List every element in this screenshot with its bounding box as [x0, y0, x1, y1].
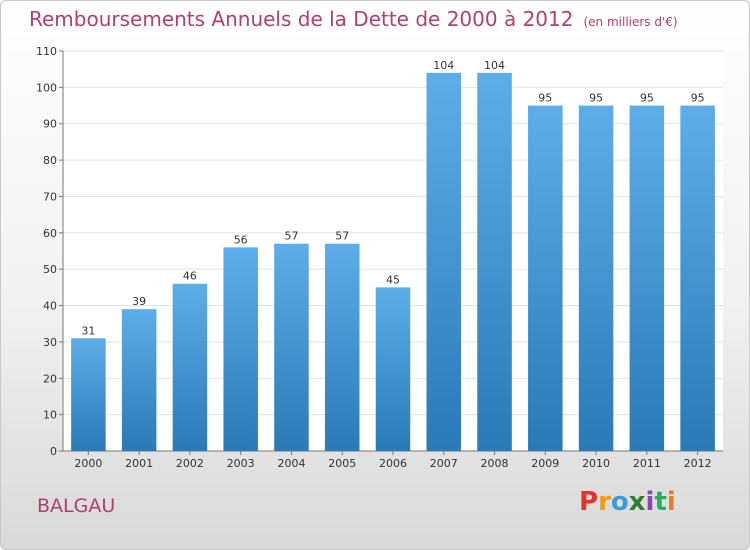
x-tick-label: 2007	[430, 457, 458, 470]
bar	[324, 243, 360, 451]
logo-letter: r	[598, 487, 611, 517]
x-tick-label: 2009	[531, 457, 559, 470]
bar	[680, 105, 715, 451]
logo-letter: x	[628, 487, 646, 517]
bar	[274, 243, 309, 451]
logo-letter: i	[666, 487, 676, 517]
x-tick-label: 2005	[328, 457, 356, 470]
y-tick-label: 10	[43, 409, 57, 422]
bar	[578, 105, 614, 451]
y-tick-label: 70	[43, 190, 57, 203]
logo-letter: o	[610, 487, 629, 517]
bar-value-label: 46	[183, 270, 197, 283]
bar-value-label: 95	[589, 92, 603, 105]
bar	[71, 338, 106, 451]
y-tick-label: 110	[36, 45, 57, 58]
title-unit: (en milliers d'€)	[583, 15, 678, 29]
bar-value-label: 104	[433, 59, 454, 72]
x-tick-label: 2004	[277, 457, 305, 470]
x-tick-label: 2008	[481, 457, 509, 470]
logo-letter: t	[654, 487, 667, 517]
x-tick-label: 2002	[176, 457, 204, 470]
bar	[121, 309, 157, 451]
x-tick-label: 2011	[633, 457, 661, 470]
x-tick-label: 2003	[227, 457, 255, 470]
bar-value-label: 45	[386, 273, 400, 286]
y-tick-label: 100	[36, 81, 57, 94]
logo-letter: P	[579, 487, 599, 517]
bar-value-label: 56	[234, 233, 248, 246]
bar-value-label: 31	[81, 324, 95, 337]
bar-value-label: 57	[335, 230, 349, 243]
x-tick-label: 2001	[125, 457, 153, 470]
logo-letter: i	[645, 487, 655, 517]
bar	[629, 105, 665, 451]
bar	[528, 105, 563, 451]
y-tick-label: 80	[43, 154, 57, 167]
bar	[477, 72, 512, 452]
y-tick-label: 20	[43, 372, 57, 385]
bar-value-label: 95	[640, 92, 654, 105]
bar	[426, 72, 462, 452]
bar-value-label: 95	[691, 92, 705, 105]
x-tick-label: 2012	[684, 457, 712, 470]
title-text: Remboursements Annuels de la Dette de 20…	[29, 7, 574, 31]
x-tick-label: 2006	[379, 457, 407, 470]
bar-value-label: 57	[284, 230, 298, 243]
bar	[223, 247, 258, 451]
bar-value-label: 39	[132, 295, 146, 308]
x-tick-label: 2000	[74, 457, 102, 470]
bar	[375, 287, 411, 451]
x-tick-label: 2010	[582, 457, 610, 470]
chart-title: Remboursements Annuels de la Dette de 20…	[29, 7, 678, 31]
proxiti-logo: Proxiti	[579, 487, 676, 517]
bar-value-label: 95	[538, 92, 552, 105]
y-tick-label: 30	[43, 336, 57, 349]
bar-value-label: 104	[484, 59, 505, 72]
commune-name: BALGAU	[37, 495, 116, 517]
bar	[172, 283, 208, 451]
y-tick-label: 50	[43, 263, 57, 276]
y-tick-label: 40	[43, 300, 57, 313]
y-tick-label: 90	[43, 118, 57, 131]
y-tick-label: 0	[50, 445, 57, 458]
y-tick-label: 60	[43, 227, 57, 240]
